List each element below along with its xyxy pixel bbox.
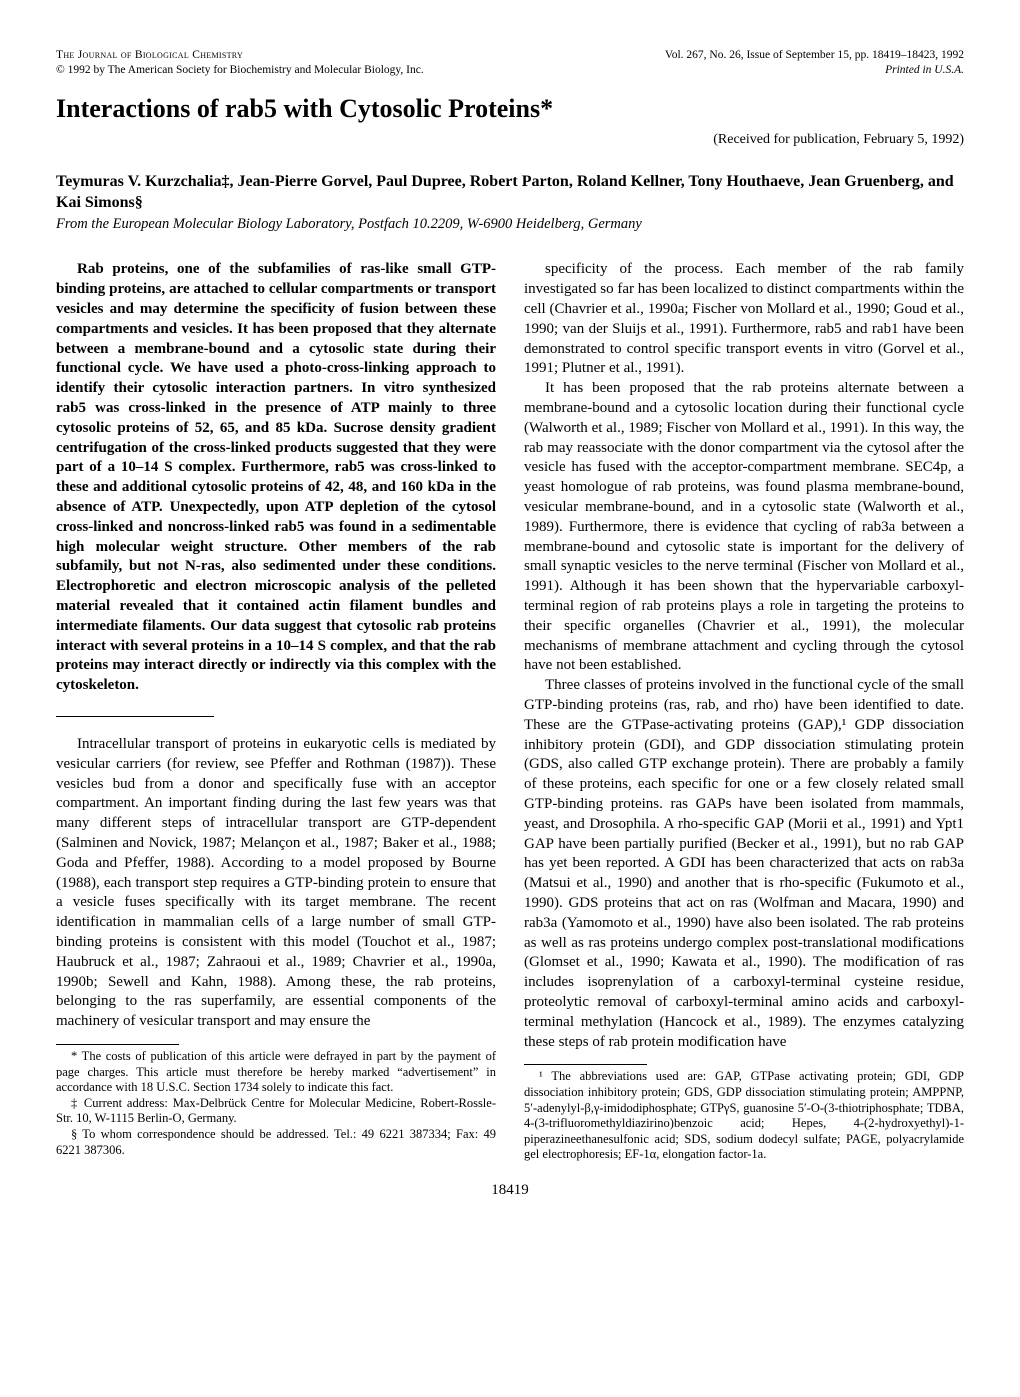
- footnote-costs: * The costs of publication of this artic…: [56, 1049, 496, 1096]
- body-paragraph-three-classes: Three classes of proteins involved in th…: [524, 676, 964, 1052]
- body-paragraph-specificity: specificity of the process. Each member …: [524, 260, 964, 379]
- article-title: Interactions of rab5 with Cytosolic Prot…: [56, 92, 964, 126]
- body-paragraph-alternate: It has been proposed that the rab protei…: [524, 379, 964, 676]
- page-number: 18419: [56, 1181, 964, 1201]
- journal-name: The Journal of Biological Chemistry: [56, 48, 424, 63]
- footnote-rule-right: [524, 1064, 647, 1065]
- header-left: The Journal of Biological Chemistry © 19…: [56, 48, 424, 78]
- footnote-correspondence: § To whom correspondence should be addre…: [56, 1127, 496, 1158]
- printed-line: Printed in U.S.A.: [665, 63, 964, 78]
- footnote-abbreviations: ¹ The abbreviations used are: GAP, GTPas…: [524, 1069, 964, 1163]
- running-header: The Journal of Biological Chemistry © 19…: [56, 48, 964, 78]
- header-right: Vol. 267, No. 26, Issue of September 15,…: [665, 48, 964, 78]
- author-list: Teymuras V. Kurzchalia‡, Jean-Pierre Gor…: [56, 171, 964, 213]
- footnote-current-address: ‡ Current address: Max-Delbrück Centre f…: [56, 1096, 496, 1127]
- footnote-rule-left: [56, 1044, 179, 1045]
- body-columns: Rab proteins, one of the subfamilies of …: [56, 260, 964, 1163]
- abstract: Rab proteins, one of the subfamilies of …: [56, 260, 496, 696]
- intro-paragraph-1: Intracellular transport of proteins in e…: [56, 735, 496, 1032]
- received-date: (Received for publication, February 5, 1…: [56, 131, 964, 149]
- section-rule: [56, 716, 214, 717]
- affiliation: From the European Molecular Biology Labo…: [56, 215, 964, 234]
- issue-line: Vol. 267, No. 26, Issue of September 15,…: [665, 48, 964, 63]
- copyright-line: © 1992 by The American Society for Bioch…: [56, 63, 424, 78]
